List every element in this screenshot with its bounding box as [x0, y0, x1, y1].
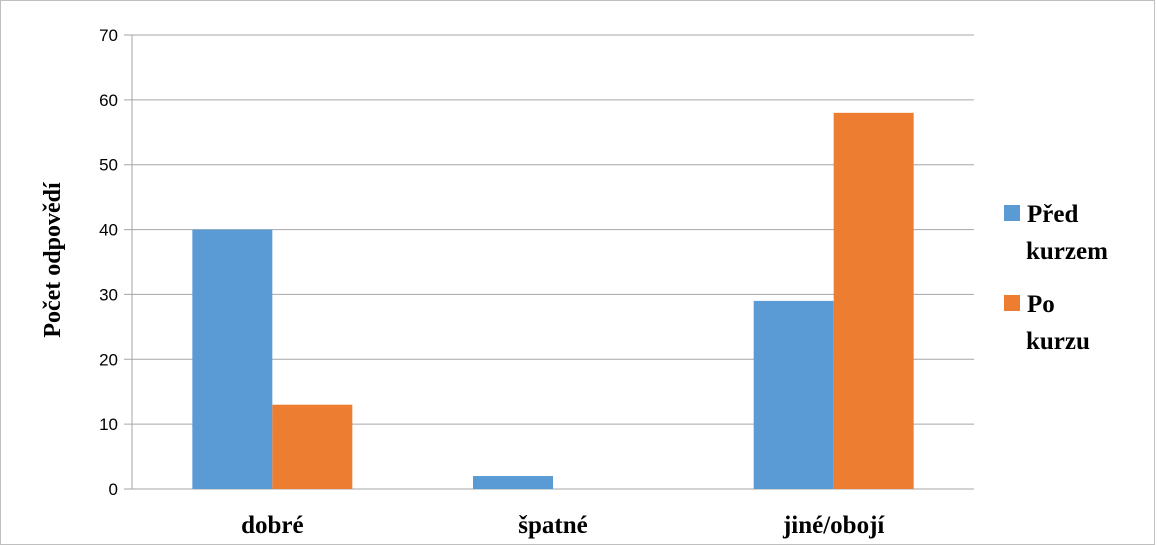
legend-swatch-po-kurzu [1004, 295, 1020, 311]
y-tick-label: 40 [99, 221, 118, 240]
y-tick-label: 0 [109, 480, 118, 499]
legend-label-line: kurzu [1026, 328, 1090, 355]
x-category-label: jiné/obojí [782, 512, 885, 539]
bar-pred-kurzem-1 [473, 476, 553, 489]
x-category-label: špatné [518, 512, 587, 539]
y-tick-label: 30 [99, 285, 118, 304]
y-tick-label: 60 [99, 91, 118, 110]
legend-label-line: Před [1027, 201, 1078, 228]
y-tick-label: 70 [99, 26, 118, 45]
legend-swatch-pred-kurzem [1004, 205, 1020, 221]
legend: Před kurzem Po kurzu [1004, 201, 1108, 355]
bar-pred-kurzem-0 [192, 229, 273, 490]
bar-po-kurzu-0 [272, 404, 353, 489]
x-category-labels: dobré špatné jiné/obojí [241, 512, 885, 539]
bar-pred-kurzem-2 [753, 300, 834, 489]
legend-label-line: kurzem [1026, 238, 1108, 265]
y-axis-title: Počet odpovědí [40, 182, 66, 338]
legend-label-line: Po [1027, 291, 1055, 318]
y-tick-label: 20 [99, 350, 118, 369]
bars [192, 112, 914, 490]
bar-po-kurzu-2 [833, 112, 914, 489]
x-category-label: dobré [241, 512, 304, 539]
y-tick-label: 10 [99, 415, 118, 434]
y-tick-labels: 0 10 20 30 40 50 60 70 [99, 26, 118, 499]
y-tick-label: 50 [99, 156, 118, 175]
